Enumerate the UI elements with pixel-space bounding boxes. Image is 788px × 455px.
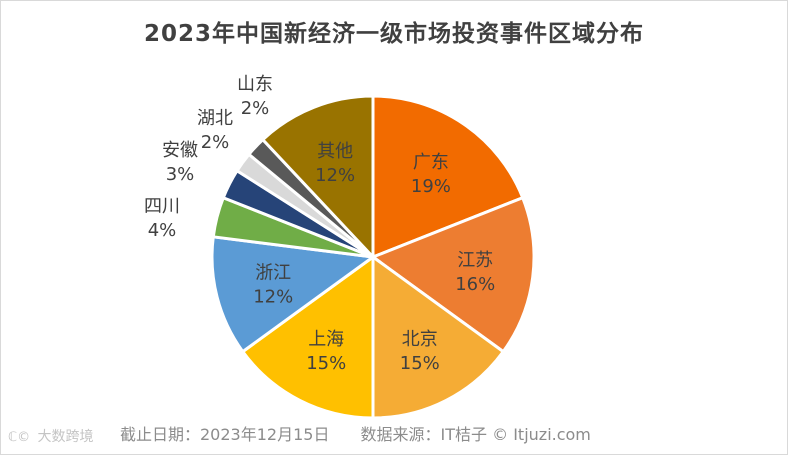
pie-slice-4 <box>210 235 375 354</box>
slice-name-label-9: 其他 <box>317 141 353 162</box>
slice-name-label-2: 北京 <box>402 329 438 350</box>
slice-name-label-4: 浙江 <box>255 263 291 284</box>
slice-value-label-3: 15% <box>306 353 346 374</box>
watermark-text: 大数跨境 <box>37 429 94 445</box>
slice-name-label-7: 湖北 <box>197 108 233 129</box>
watermark-logo-icon: ℂ© <box>8 430 31 445</box>
pie-labels: 广东 19% 江苏 16% 北京 15% 上海 15% 浙江 12% 四川 4% 安徽 3% 湖北 2% 山东 2… <box>144 74 495 374</box>
slice-value-label-0: 19% <box>411 176 451 197</box>
slice-value-label-2: 15% <box>400 353 440 374</box>
pie-slice-9 <box>261 94 375 259</box>
slice-name-label-3: 上海 <box>308 329 344 350</box>
slice-value-label-4: 12% <box>253 287 293 308</box>
chart-footer: 截止日期：2023年12月15日 数据来源：IT桔子 © Itjuzi.com <box>120 421 591 445</box>
pie-slice-3 <box>241 255 375 420</box>
slice-name-label-8: 山东 <box>237 74 273 95</box>
slice-value-label-5: 4% <box>148 220 177 241</box>
slice-value-label-8: 2% <box>241 98 270 119</box>
footer-date: 截止日期：2023年12月15日 <box>120 425 330 444</box>
slice-value-label-9: 12% <box>315 165 355 186</box>
pie-slice-0 <box>371 94 525 259</box>
watermark: ℂ© 大数跨境 <box>8 426 94 446</box>
chart-title: 2023年中国新经济一级市场投资事件区域分布 <box>143 21 644 47</box>
pie-slice-1 <box>371 196 536 354</box>
slice-name-label-5: 四川 <box>144 196 180 217</box>
slice-name-label-6: 安徽 <box>162 140 198 161</box>
slice-value-label-7: 2% <box>201 132 230 153</box>
pie-slice-2 <box>371 255 505 420</box>
pie-slices <box>210 94 536 420</box>
slice-value-label-1: 16% <box>455 274 495 295</box>
slice-name-label-1: 江苏 <box>457 250 493 271</box>
slice-value-label-6: 3% <box>166 164 195 185</box>
footer-source: 数据来源：IT桔子 © Itjuzi.com <box>360 425 591 444</box>
slice-name-label-0: 广东 <box>413 152 449 173</box>
